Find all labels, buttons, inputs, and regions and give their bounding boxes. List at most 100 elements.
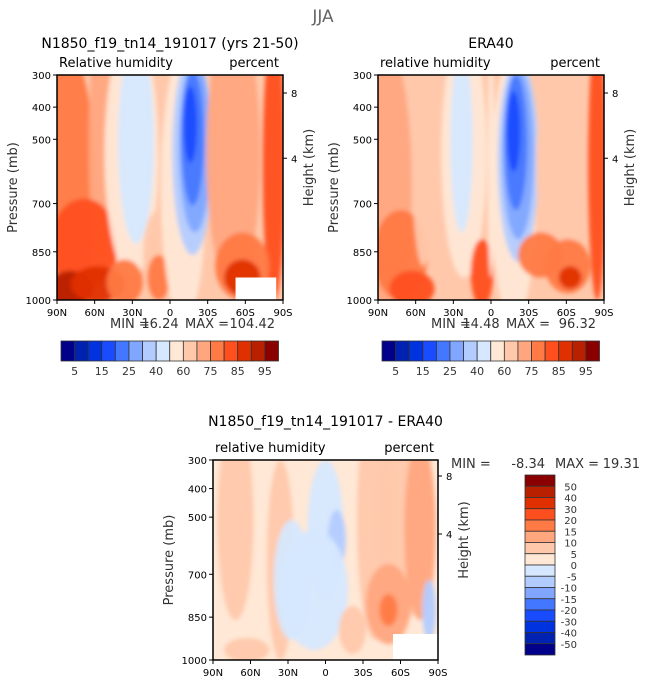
colorbar-swatch xyxy=(524,497,556,510)
y-tick-label: 300 xyxy=(353,71,372,82)
contour-blobs xyxy=(217,460,436,660)
colorbar-swatch xyxy=(571,340,587,362)
colorbar-swatch xyxy=(531,340,546,362)
units-label: percent xyxy=(229,56,279,71)
x-tick-label: 60N xyxy=(85,308,105,319)
contour-region xyxy=(588,75,604,300)
colorbar-label: 25 xyxy=(122,365,136,378)
max-value: 104.42 xyxy=(230,317,276,332)
y-tick-label: 850 xyxy=(32,248,51,259)
colorbar-label: 5 xyxy=(571,550,577,561)
colorbar-label: 25 xyxy=(443,365,457,378)
colorbar-label: 5 xyxy=(71,365,78,378)
x-tick-label: 0 xyxy=(167,308,173,319)
min-value: -8.34 xyxy=(511,457,545,472)
contour-region xyxy=(339,606,366,654)
colorbar-swatch xyxy=(210,340,225,362)
x-tick-label: 30S xyxy=(519,308,538,319)
colorbar-label: 75 xyxy=(204,365,218,378)
panel-3: N1850_f19_tn14_191017 - ERA40 relative hu… xyxy=(162,414,640,679)
y-tick-label: 700 xyxy=(32,200,51,211)
colorbar-label: -10 xyxy=(561,584,577,595)
colorbar-swatch xyxy=(101,340,116,362)
colorbar-swatch xyxy=(524,474,556,487)
variable-label: Relative humidity xyxy=(59,56,173,71)
contour-region xyxy=(224,638,270,660)
colorbar-swatch xyxy=(524,575,556,588)
contour-blobs xyxy=(378,75,604,300)
contour-region xyxy=(262,75,283,300)
min-label: MIN = xyxy=(451,457,491,472)
y-tick-label: 300 xyxy=(32,71,51,82)
colorbar-label: 15 xyxy=(95,365,109,378)
colorbar-label: 50 xyxy=(564,482,577,493)
colorbar-label: 60 xyxy=(497,365,511,378)
contour-field xyxy=(378,75,604,300)
colorbar-label: 85 xyxy=(231,365,245,378)
y-tick-label: 1000 xyxy=(26,296,51,307)
min-value: 14.48 xyxy=(462,317,499,332)
x-tick-label: 90N xyxy=(368,308,388,319)
x-tick-label: 0 xyxy=(488,308,494,319)
x-tick-label: 30S xyxy=(353,668,372,679)
colorbar-label: -20 xyxy=(561,606,577,617)
max-label: MAX = xyxy=(185,317,229,332)
contour-region xyxy=(118,75,155,244)
colorbar-label: -50 xyxy=(561,640,577,651)
colorbar-label: 95 xyxy=(579,365,593,378)
contour-region xyxy=(273,520,310,640)
colorbar-swatch xyxy=(408,340,424,362)
y-tick-label: 500 xyxy=(353,135,372,146)
missing-data-region xyxy=(393,634,438,660)
x-tick-label: 60N xyxy=(240,668,260,679)
y-tick-label: 1000 xyxy=(347,296,372,307)
colorbar-swatch xyxy=(524,609,556,622)
x-tick-label: 90N xyxy=(203,668,223,679)
colorbar-label: 20 xyxy=(564,516,577,527)
colorbar-swatch xyxy=(142,340,157,362)
contour-region xyxy=(404,460,436,620)
colorbar-label: 40 xyxy=(149,365,163,378)
colorbar-swatch xyxy=(490,340,505,362)
x-tick-label: 30N xyxy=(443,308,463,319)
y2-tick-label: 8 xyxy=(291,89,297,100)
y-tick-label: 500 xyxy=(32,135,51,146)
max-value: 96.32 xyxy=(559,317,596,332)
contour-region xyxy=(558,266,582,289)
colorbar-swatch xyxy=(449,340,464,362)
colorbar-swatch xyxy=(524,620,556,633)
colorbar-swatch xyxy=(524,587,556,600)
x-tick-label: 30N xyxy=(122,308,142,319)
y-tick-label: 400 xyxy=(353,103,372,114)
colorbar-label: -15 xyxy=(561,595,577,606)
x-tick-label: 60N xyxy=(406,308,426,319)
colorbar-swatch xyxy=(114,340,130,362)
y2-axis-label: Height (km) xyxy=(623,129,638,206)
colorbar-label: 15 xyxy=(416,365,430,378)
y2-axis-label: Height (km) xyxy=(457,501,472,578)
y-axis-label: Pressure (mb) xyxy=(327,142,342,233)
y-axis-label: Pressure (mb) xyxy=(6,142,21,233)
colorbar-label: -5 xyxy=(567,572,577,583)
colorbar-swatch xyxy=(60,340,75,362)
contour-blobs xyxy=(57,75,283,300)
x-tick-label: 60S xyxy=(557,308,576,319)
contour-region xyxy=(379,594,398,626)
panel-title: N1850_f19_tn14_191017 - ERA40 xyxy=(208,414,443,430)
colorbar-label: 75 xyxy=(525,365,539,378)
colorbar-swatch xyxy=(223,340,239,362)
missing-data-region xyxy=(235,277,277,300)
colorbar-label: 85 xyxy=(552,365,566,378)
y2-tick-label: 4 xyxy=(612,154,618,165)
colorbar-swatch xyxy=(524,542,556,555)
x-tick-label: 0 xyxy=(322,668,328,679)
y-tick-label: 1000 xyxy=(182,656,207,667)
colorbar-swatch xyxy=(524,519,556,532)
y2-tick-label: 4 xyxy=(446,530,452,541)
panel-1: N1850_f19_tn14_191017 (yrs 21-50) Relativ… xyxy=(6,36,317,332)
min-label: MIN = xyxy=(110,317,150,332)
contour-region xyxy=(536,75,582,278)
x-tick-label: 30S xyxy=(198,308,217,319)
min-label: MIN = xyxy=(431,317,471,332)
